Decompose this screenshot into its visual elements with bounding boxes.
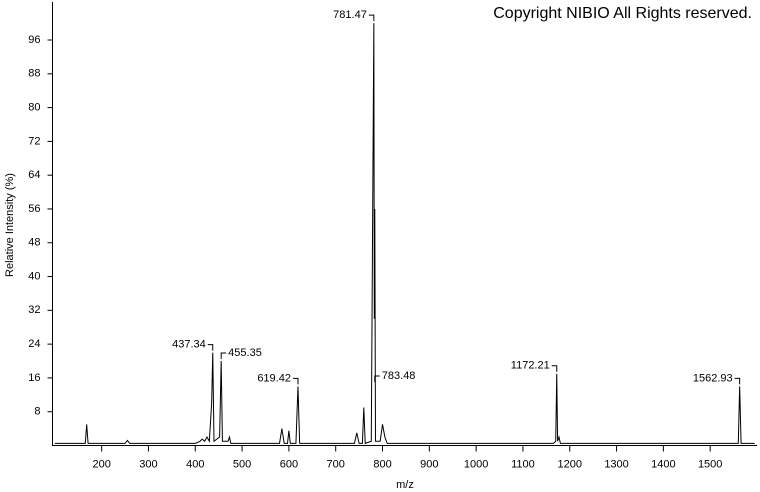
y-tick-label: 8 — [34, 406, 40, 418]
x-tick-label: 400 — [186, 458, 204, 470]
peak-bracket — [292, 377, 299, 385]
x-tick-label: 200 — [92, 458, 110, 470]
peak-label: 783.48 — [382, 370, 416, 382]
y-tick-label: 72 — [28, 135, 40, 147]
peak-bracket — [374, 375, 380, 382]
x-tick-label: 800 — [373, 458, 391, 470]
peak-bracket — [220, 352, 227, 360]
y-axis-label: Relative Intensity (%) — [4, 173, 16, 277]
y-tick-label: 80 — [28, 102, 40, 114]
y-tick-label: 40 — [28, 270, 40, 282]
peak-label: 781.47 — [333, 9, 367, 21]
x-tick-label: 1000 — [464, 458, 488, 470]
peak-label: 455.35 — [228, 347, 262, 359]
x-tick-label: 900 — [420, 458, 438, 470]
x-tick-label: 700 — [327, 458, 345, 470]
x-tick-label: 1500 — [698, 458, 722, 470]
y-tick-label: 56 — [28, 203, 40, 215]
peak-label: 1172.21 — [511, 360, 550, 372]
x-tick-label: 500 — [233, 458, 251, 470]
peak-label: 1562.93 — [693, 372, 733, 384]
peak-label: 619.42 — [257, 372, 291, 384]
peak-label: 437.34 — [172, 338, 206, 350]
y-tick-label: 24 — [28, 338, 40, 350]
x-axis-label: m/z — [396, 479, 414, 491]
copyright: Copyright NIBIO All Rights reserved. — [493, 5, 752, 22]
y-tick-label: 16 — [28, 372, 40, 384]
y-tick-label: 96 — [28, 34, 40, 46]
y-tick-label: 88 — [28, 68, 40, 80]
x-tick-label: 1300 — [604, 458, 628, 470]
x-tick-label: 1400 — [651, 458, 675, 470]
y-tick-label: 32 — [28, 304, 40, 316]
y-tick-label: 48 — [28, 237, 40, 249]
peak-bracket — [734, 377, 741, 385]
x-tick-label: 600 — [280, 458, 298, 470]
x-tick-label: 300 — [139, 458, 157, 470]
peak-bracket — [551, 365, 558, 372]
y-tick-label: 64 — [28, 169, 40, 181]
x-tick-label: 1200 — [558, 458, 582, 470]
axes — [52, 2, 757, 446]
spectrum — [54, 23, 755, 445]
x-tick-label: 1100 — [511, 458, 535, 470]
peak-bracket — [207, 344, 214, 351]
peak-bracket — [368, 14, 375, 22]
